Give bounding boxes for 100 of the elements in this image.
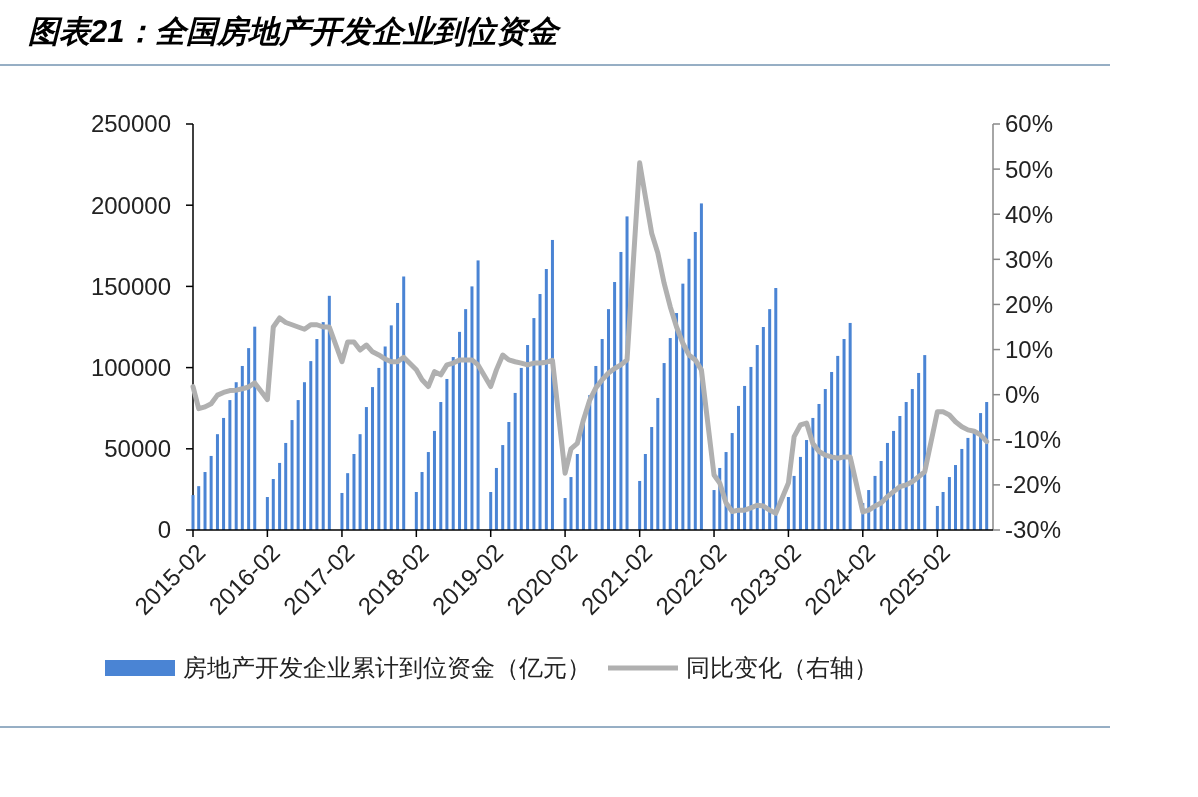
bar <box>371 387 375 530</box>
bar <box>352 454 356 530</box>
bar <box>358 434 362 530</box>
bar <box>842 339 846 530</box>
bar <box>451 357 455 530</box>
y-tick-label: 250000 <box>90 110 171 138</box>
bar <box>346 473 350 530</box>
bar <box>420 472 424 530</box>
bar <box>693 232 697 530</box>
bar <box>526 345 530 530</box>
bar <box>296 400 300 530</box>
bar <box>563 498 567 530</box>
bar <box>458 331 462 530</box>
bar <box>743 385 747 530</box>
bar <box>848 322 852 530</box>
y-tick-label: 100000 <box>90 354 171 381</box>
bar <box>228 400 232 530</box>
bar <box>470 286 474 530</box>
bar <box>892 430 896 530</box>
bar <box>302 382 306 530</box>
bar <box>532 318 536 530</box>
bar <box>501 445 505 530</box>
y-tick-label: 0 <box>157 516 171 544</box>
bar <box>805 440 809 530</box>
bar <box>904 402 908 530</box>
y2-tick-label: 60% <box>1005 110 1054 138</box>
bar <box>215 434 219 530</box>
bar <box>638 480 642 530</box>
bar <box>985 402 989 530</box>
bar <box>600 339 604 530</box>
bar <box>432 430 436 530</box>
bar <box>278 462 282 530</box>
bar <box>439 402 443 530</box>
bar <box>222 417 226 530</box>
bar <box>730 433 734 530</box>
bar <box>823 389 827 530</box>
bar <box>606 309 610 530</box>
y2-tick-label: 30% <box>1005 245 1054 273</box>
bar <box>594 365 598 530</box>
bar <box>885 442 889 530</box>
bar <box>662 363 666 530</box>
y-tick-label: 50000 <box>104 435 171 463</box>
y2-tick-label: -20% <box>1005 471 1062 499</box>
bar <box>389 325 393 530</box>
y2-tick-label: 0% <box>1005 381 1040 409</box>
bar <box>960 448 964 530</box>
bar <box>836 355 840 530</box>
bar <box>383 346 387 530</box>
bar <box>550 239 554 530</box>
bar <box>935 505 939 530</box>
legend-label: 房地产开发企业累计到位资金（亿元） <box>183 654 591 682</box>
bar <box>941 492 945 530</box>
bar <box>544 269 548 530</box>
bar <box>575 454 579 530</box>
bar <box>494 467 498 530</box>
bar <box>898 416 902 530</box>
bar <box>619 251 623 530</box>
bar <box>513 392 517 530</box>
bar <box>910 389 914 530</box>
y2-tick-label: -30% <box>1005 516 1062 544</box>
bar <box>538 294 542 530</box>
bar <box>792 475 796 530</box>
bar <box>798 456 802 530</box>
bar <box>923 355 927 530</box>
bar <box>265 497 269 530</box>
bar <box>396 302 400 530</box>
y-tick-label: 150000 <box>90 272 171 300</box>
bar <box>315 339 319 530</box>
bar <box>569 477 573 530</box>
bar <box>954 465 958 530</box>
bar <box>643 454 647 530</box>
bar <box>917 372 921 530</box>
bar <box>464 309 468 530</box>
bar <box>830 371 834 530</box>
bar <box>736 405 740 530</box>
bar <box>253 326 257 530</box>
bar <box>240 365 244 530</box>
bar <box>290 420 294 530</box>
bar <box>755 345 759 530</box>
bar <box>668 338 672 530</box>
y2-tick-label: 10% <box>1005 335 1054 363</box>
bar <box>321 322 325 530</box>
bar <box>197 486 201 530</box>
bar <box>786 497 790 530</box>
bar <box>489 492 493 530</box>
bar <box>327 295 331 530</box>
bar <box>377 367 381 530</box>
chart-title: 图表21：全国房地产开发企业到位资金 <box>28 14 563 49</box>
bar <box>271 479 275 530</box>
bar <box>966 437 970 530</box>
bar <box>402 276 406 530</box>
bar <box>947 477 951 530</box>
bar <box>681 283 685 530</box>
bar <box>309 361 313 530</box>
bar <box>972 432 976 530</box>
bar <box>656 397 660 530</box>
bar <box>234 382 238 530</box>
bar <box>613 282 617 530</box>
bar <box>284 442 288 530</box>
bar <box>768 309 772 530</box>
